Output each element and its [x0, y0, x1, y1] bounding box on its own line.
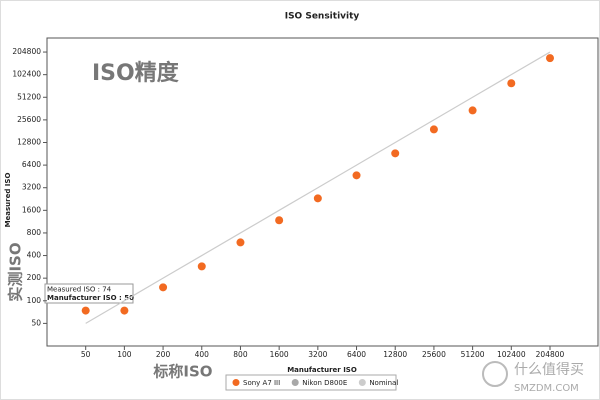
watermark-icon	[482, 361, 508, 387]
y-tick-label: 400	[27, 251, 42, 260]
data-point	[313, 194, 322, 203]
watermark-text: SMZDM.COM	[514, 383, 579, 394]
y-tick-label: 800	[27, 228, 42, 237]
tooltip-text: Manufacturer ISO : 50	[47, 294, 134, 302]
data-point	[391, 149, 400, 158]
data-point	[197, 262, 206, 271]
watermark: 什么值得买 SMZDM.COM	[482, 361, 584, 394]
y-tick-label: 200	[27, 273, 42, 282]
x-tick-label: 200	[156, 350, 171, 359]
x-tick-label: 50	[81, 350, 91, 359]
data-point	[545, 54, 554, 63]
x-tick-label: 6400	[347, 350, 366, 359]
legend-swatch	[358, 379, 366, 386]
annotation: ISO精度	[92, 60, 180, 86]
annotation: 实测ISO	[7, 242, 25, 301]
x-tick-label: 25600	[422, 350, 446, 359]
nominal-line	[85, 51, 551, 324]
data-point	[429, 125, 438, 134]
tooltip: Measured ISO : 74 Manufacturer ISO : 50	[44, 283, 134, 304]
x-tick-label: 400	[195, 350, 210, 359]
legend-box	[225, 374, 397, 391]
data-point	[275, 216, 284, 225]
watermark-text: 什么值得买	[514, 361, 584, 378]
y-tick-label: 3200	[22, 183, 41, 192]
x-tick-label: 800	[233, 350, 248, 359]
data-point	[352, 171, 361, 180]
y-tick-label: 6400	[22, 160, 41, 169]
legend-label: Nominal	[369, 379, 398, 387]
x-tick-label: 1600	[270, 350, 289, 359]
legend-label: Sony A7 III	[243, 379, 280, 387]
chart-title: ISO Sensitivity	[285, 12, 360, 22]
tooltip-text: Measured ISO : 74	[47, 286, 112, 294]
y-tick-label: 100	[27, 296, 42, 305]
data-point	[81, 306, 90, 315]
y-tick-label: 1600	[22, 205, 41, 214]
y-tick-label: 50	[31, 318, 41, 327]
data-point	[159, 283, 168, 292]
x-tick-label: 3200	[308, 350, 327, 359]
x-axis-title: Manufacturer ISO	[287, 366, 357, 374]
legend-swatch	[232, 379, 240, 386]
x-tick-label: 102400	[497, 350, 526, 359]
y-tick-label: 102400	[12, 70, 41, 79]
annotation: 标称ISO	[152, 363, 212, 381]
legend-swatch	[291, 379, 299, 386]
data-point	[468, 106, 477, 115]
y-tick-label: 204800	[12, 47, 41, 56]
legend-label: Nikon D800E	[302, 379, 347, 387]
x-tick-label: 12800	[383, 350, 407, 359]
data-point	[120, 306, 129, 315]
x-tick-label: 51200	[461, 350, 485, 359]
data-point	[236, 238, 245, 247]
y-tick-label: 25600	[17, 115, 41, 124]
x-tick-label: 204800	[536, 350, 565, 359]
plot-area	[46, 37, 599, 347]
y-axis-title: Measured ISO	[4, 173, 12, 228]
y-tick-label: 12800	[17, 137, 41, 146]
tooltip-box	[44, 283, 134, 304]
x-tick-label: 100	[117, 350, 132, 359]
y-tick-label: 51200	[17, 92, 41, 101]
data-point	[507, 79, 516, 88]
